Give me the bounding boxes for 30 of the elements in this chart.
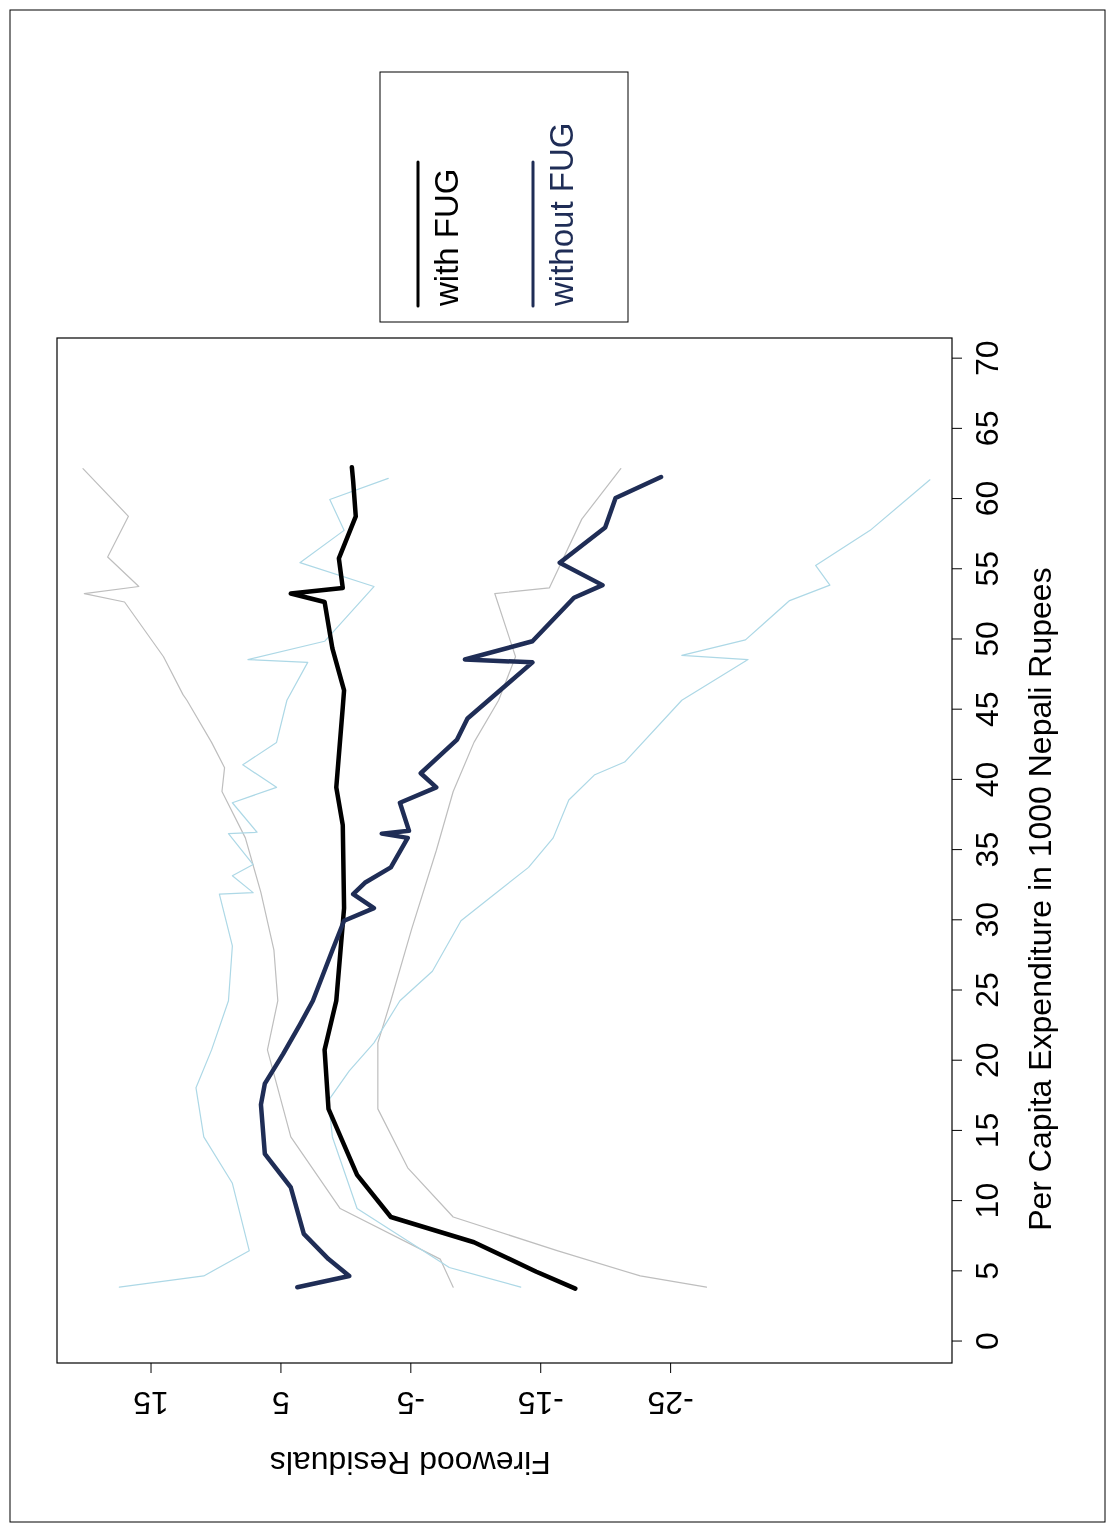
y-tick-label: 0: [969, 1332, 1005, 1350]
line-series: [258, 474, 664, 1290]
y-tick-label: 35: [969, 831, 1005, 868]
line-series: [327, 479, 931, 1288]
y-tick-label: 45: [969, 691, 1005, 727]
x-tick-label: -5: [396, 1385, 426, 1421]
x-tick-label: 5: [272, 1385, 290, 1421]
y-tick-label: 65: [969, 410, 1005, 447]
line-series: [377, 467, 708, 1288]
y-tick-label: 40: [969, 761, 1005, 798]
y-tick-label: 50: [969, 621, 1005, 657]
x-tick-label: -15: [517, 1385, 564, 1421]
line-series: [288, 464, 578, 1291]
y-tick-label: 55: [969, 550, 1005, 587]
line-series: [82, 467, 454, 1288]
line-series: [118, 477, 389, 1288]
y-tick-label: 15: [969, 1112, 1005, 1149]
y-tick-label: 20: [969, 1042, 1005, 1079]
y-tick-label: 5: [969, 1261, 1005, 1280]
text: without FUG: [543, 122, 580, 307]
x-tick-label: 15: [133, 1385, 169, 1421]
x-tick-label: -25: [647, 1385, 694, 1421]
y-tick-label: 70: [969, 340, 1005, 376]
y-tick-label: 30: [969, 902, 1005, 938]
x-axis-title: Firewood Residuals: [269, 1445, 551, 1481]
y-tick-label: 10: [969, 1182, 1005, 1219]
y-axis-title: Per Capita Expenditure in 1000 Nepali Rupees: [1022, 567, 1058, 1231]
y-tick-label: 60: [969, 480, 1005, 517]
text: with FUG: [428, 168, 465, 307]
y-tick-label: 25: [969, 972, 1005, 1008]
